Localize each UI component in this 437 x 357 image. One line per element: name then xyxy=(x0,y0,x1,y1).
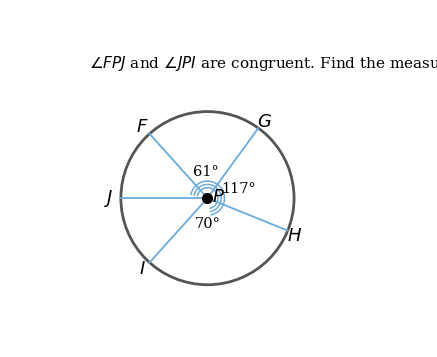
Text: $G$: $G$ xyxy=(257,112,272,131)
Text: $J$: $J$ xyxy=(104,188,114,208)
Text: 61°: 61° xyxy=(193,165,219,179)
Text: $\angle$$FPJ$ and $\angle$$JPI$ are congruent. Find the measure of major arc $\w: $\angle$$FPJ$ and $\angle$$JPI$ are cong… xyxy=(89,50,437,74)
Text: $I$: $I$ xyxy=(139,260,146,278)
Text: 70°: 70° xyxy=(194,217,220,231)
Text: $F$: $F$ xyxy=(135,118,148,136)
Text: $H$: $H$ xyxy=(288,227,302,245)
Text: 117°: 117° xyxy=(222,182,257,196)
Text: $P$: $P$ xyxy=(212,188,225,206)
